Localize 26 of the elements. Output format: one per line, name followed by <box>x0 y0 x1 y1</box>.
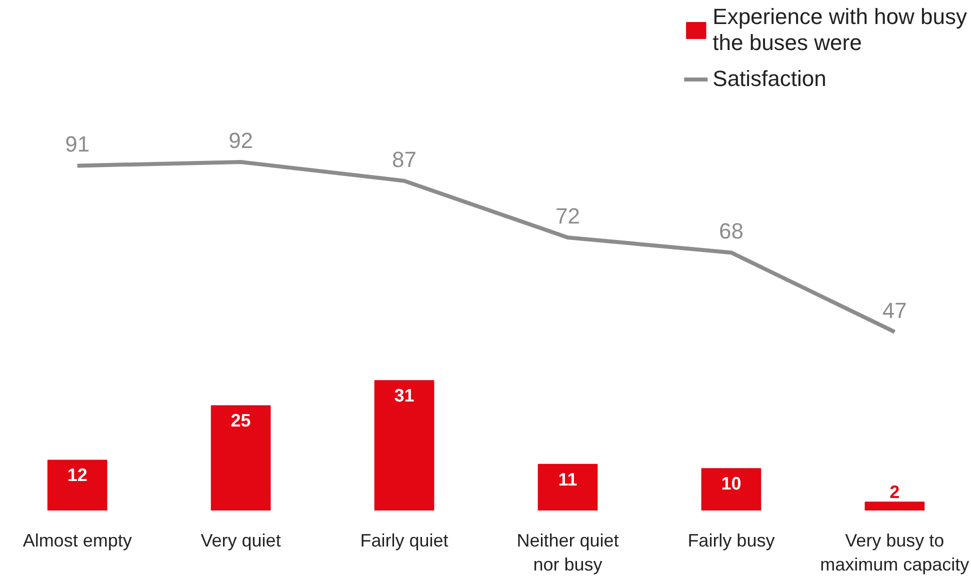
x-tick-label: Neither quiet nor busy <box>516 530 619 574</box>
x-tick-label: Almost empty <box>22 530 132 550</box>
x-tick-label: Very quiet <box>200 530 281 550</box>
bar <box>47 460 108 510</box>
data-label: 72 <box>556 203 580 228</box>
x-tick-label: Fairly quiet <box>360 530 448 550</box>
data-label: 10 <box>721 474 742 494</box>
data-label: 47 <box>882 298 907 323</box>
data-label: 31 <box>394 386 414 406</box>
bar <box>864 502 925 510</box>
legend-label: Experience with how busy the buses were <box>712 4 967 56</box>
bar <box>538 464 598 510</box>
data-label: 2 <box>890 482 900 502</box>
data-label: 92 <box>228 128 254 153</box>
data-label: 87 <box>392 146 417 172</box>
data-label: 11 <box>558 469 578 490</box>
x-tick-label: Very busy to maximum capacity <box>820 530 970 574</box>
bar <box>701 468 762 510</box>
legend-label: Satisfaction <box>712 66 826 92</box>
data-label: 25 <box>230 410 251 431</box>
data-label: 12 <box>67 465 88 486</box>
data-label: 91 <box>65 132 90 157</box>
data-label: 68 <box>718 218 744 244</box>
bar <box>210 405 271 510</box>
x-tick-label: Fairly busy <box>688 530 775 550</box>
bar <box>374 380 434 510</box>
